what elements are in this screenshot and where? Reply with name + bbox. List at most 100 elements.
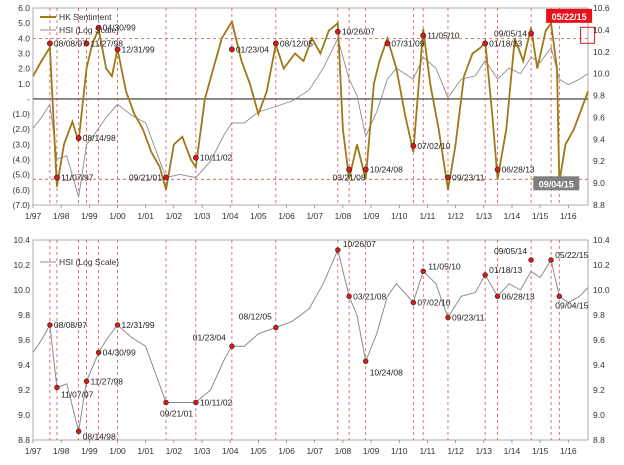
x-tick-label: 1/07 [306, 211, 323, 221]
event-label: 09/04/15 [555, 300, 588, 310]
event-label: 09/21/01 [129, 172, 162, 182]
event-marker [363, 358, 369, 364]
y-right-tick-label: 9.6 [593, 335, 605, 345]
x-tick-label: 1/03 [194, 446, 211, 456]
y-left-tick-label: 9.6 [18, 335, 30, 345]
event-marker [384, 40, 391, 47]
event-label: 11/07/97 [61, 390, 94, 400]
hsi-line-top [32, 37, 589, 198]
x-tick-label: 1/14 [504, 446, 521, 456]
y-right-tick-label: 9.0 [593, 178, 605, 188]
event-marker [47, 322, 53, 328]
x-tick-label: 1/13 [475, 211, 492, 221]
event-label: 10/26/07 [342, 27, 375, 37]
x-tick-label: 1/00 [109, 446, 126, 456]
event-label: 08/08/97 [54, 320, 87, 330]
event-marker [445, 174, 451, 181]
y-right-tick-label: 9.8 [593, 310, 605, 320]
event-marker [482, 40, 489, 47]
y-left-tick-label: 9.2 [18, 385, 30, 395]
y-left-tick-label: 2.0 [18, 64, 30, 74]
panel-1 [32, 7, 596, 208]
y-left-tick-label: (4.0) [13, 155, 31, 165]
y-left-tick-label: (6.0) [13, 185, 31, 195]
panel-2 [32, 239, 589, 443]
y-left-tick-label: 4.0 [18, 33, 30, 43]
hsi-line-bottom [32, 248, 589, 432]
x-tick-label: 1/08 [335, 446, 352, 456]
y-left-tick-label: (7.0) [13, 200, 31, 210]
x-tick-label: 1/05 [250, 446, 267, 456]
event-marker [75, 135, 82, 141]
event-label: 10/11/02 [200, 153, 233, 163]
x-tick-label: 1/02 [166, 211, 183, 221]
event-label: 12/31/99 [122, 320, 155, 330]
y-right-tick-label: 10.6 [593, 3, 610, 13]
y-left-tick-label: 10.0 [13, 285, 30, 295]
x-tick-label: 1/11 [419, 211, 435, 221]
event-label: 06/28/13 [502, 291, 535, 301]
event-marker [346, 293, 352, 299]
event-marker [95, 349, 102, 356]
event-marker [273, 324, 279, 331]
badge-red-label: 05/22/15 [552, 12, 587, 22]
x-tick-label: 1/01 [137, 211, 154, 221]
event-label: 04/30/99 [103, 23, 136, 33]
event-label: 07/02/10 [417, 141, 450, 151]
event-marker [83, 40, 90, 47]
event-marker [228, 46, 235, 53]
x-tick-label: 1/13 [475, 446, 492, 456]
x-tick-label: 1/09 [363, 446, 380, 456]
badge-grey [533, 176, 580, 191]
event-label: 09/23/11 [452, 313, 485, 323]
event-label: 09/05/14 [494, 29, 527, 39]
event-marker [163, 399, 169, 406]
y-left-tick-label: 6.0 [18, 3, 30, 13]
event-marker [54, 384, 60, 391]
x-tick-label: 1/97 [25, 446, 42, 456]
y-right-tick-label: 9.2 [593, 385, 605, 395]
event-label: 03/21/08 [333, 173, 366, 183]
legend-label-sentiment: HK Sentiment [59, 12, 112, 22]
event-marker [193, 399, 199, 406]
event-marker [420, 32, 427, 39]
x-tick-label: 1/10 [391, 211, 408, 221]
event-label: 04/30/99 [103, 348, 136, 358]
event-marker [95, 24, 102, 31]
legend-label-hsi-bottom: HSI (Log Scale) [59, 257, 119, 267]
event-label: 08/14/98 [83, 133, 116, 143]
event-label: 05/22/15 [555, 250, 588, 260]
y-right-tick-label: 9.4 [593, 360, 605, 370]
event-marker [410, 299, 417, 306]
y-right-tick-label: 10.0 [593, 285, 610, 295]
event-label: 11/07/97 [61, 172, 94, 182]
x-tick-label: 1/06 [278, 211, 295, 221]
x-tick-label: 1/98 [53, 211, 70, 221]
x-tick-label: 1/11 [419, 446, 435, 456]
x-tick-label: 1/99 [81, 211, 98, 221]
y-left-tick-label: 1.0 [18, 79, 30, 89]
x-tick-label: 1/05 [250, 211, 267, 221]
x-tick-label: 1/00 [109, 211, 126, 221]
event-marker [163, 174, 169, 181]
x-tick-label: 1/02 [166, 446, 183, 456]
y-right-tick-label: 9.4 [593, 134, 605, 144]
y-right-tick-label: 10.4 [593, 25, 610, 35]
y-left-tick-label: 10.4 [13, 235, 30, 245]
y-right-tick-label: 10.2 [593, 260, 610, 270]
y-left-tick-label: 3.0 [18, 48, 30, 58]
event-marker [335, 247, 341, 253]
y-right-tick-label: 9.8 [593, 91, 605, 101]
event-label: 08/08/97 [54, 38, 87, 48]
x-tick-label: 1/03 [194, 211, 211, 221]
y-left-tick-label: (2.0) [13, 124, 31, 134]
latest-highlight-box [580, 26, 596, 44]
badge-red [546, 8, 593, 23]
event-marker [54, 174, 60, 181]
x-tick-label: 1/08 [335, 211, 352, 221]
event-label: 08/14/98 [83, 431, 116, 441]
x-tick-label: 1/14 [504, 211, 521, 221]
event-marker [192, 154, 199, 161]
y-right-tick-label: 9.0 [593, 410, 605, 420]
event-marker [334, 28, 341, 35]
